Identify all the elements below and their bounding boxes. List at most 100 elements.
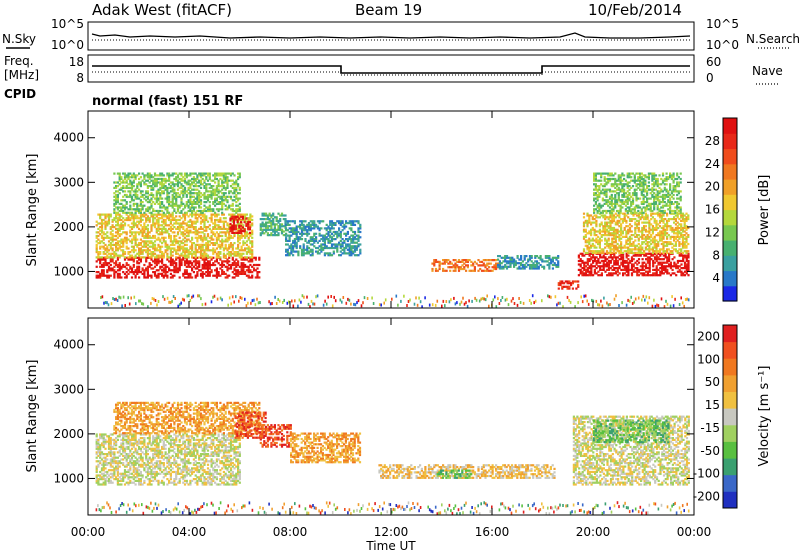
heatmap-cell <box>299 236 302 239</box>
heatmap-cell <box>582 235 586 238</box>
heatmap-cell <box>593 221 596 224</box>
heatmap-cell <box>104 258 107 261</box>
heatmap-cell <box>313 241 316 244</box>
heatmap-cell <box>159 247 162 250</box>
heatmap-cell <box>145 190 148 193</box>
heatmap-cell <box>605 230 609 233</box>
heatmap-cell <box>97 238 100 241</box>
heatmap-cell <box>161 192 164 195</box>
heatmap-cell <box>502 267 505 270</box>
heatmap-cell <box>618 267 621 270</box>
heatmap-cell <box>127 176 130 179</box>
heatmap-cell <box>655 270 658 273</box>
heatmap-cell <box>134 256 137 259</box>
heatmap-cell <box>152 218 155 222</box>
heatmap-cell <box>178 195 181 198</box>
heatmap-cell <box>480 269 484 272</box>
heatmap-cell <box>214 242 217 245</box>
heatmap-cell <box>185 254 188 257</box>
heatmap-cell <box>646 216 649 219</box>
heatmap-cell <box>231 245 234 248</box>
heatmap-cell <box>109 236 112 239</box>
heatmap-cell <box>222 240 225 243</box>
heatmap-cell <box>201 274 204 277</box>
heatmap-cell <box>625 268 628 271</box>
heatmap-cell <box>685 218 688 221</box>
heatmap-cell <box>203 238 206 241</box>
heatmap-cell <box>212 201 215 204</box>
heatmap-cell <box>215 215 218 218</box>
heatmap-cell <box>159 201 162 204</box>
heatmap-cell <box>671 212 674 215</box>
heatmap-cell <box>187 249 190 252</box>
heatmap-cell <box>598 188 601 191</box>
heatmap-cell <box>681 226 685 230</box>
heatmap-cell <box>658 230 662 233</box>
heatmap-cell <box>162 269 165 272</box>
heatmap-cell <box>320 234 323 237</box>
heatmap-cell <box>635 244 639 247</box>
heatmap-cell <box>139 217 142 220</box>
heatmap-cell <box>196 260 199 263</box>
heatmap-cell <box>332 223 335 226</box>
heatmap-cell <box>206 190 210 193</box>
heatmap-cell <box>214 263 217 267</box>
heatmap-cell <box>153 260 157 263</box>
heatmap-cell <box>228 172 231 175</box>
heatmap-cell <box>595 219 598 222</box>
heatmap-cell <box>290 250 293 253</box>
heatmap-cell <box>173 262 176 265</box>
heatmap-cell <box>273 225 276 228</box>
heatmap-cell <box>593 211 596 214</box>
heatmap-cell <box>191 238 194 241</box>
heatmap-cell <box>134 193 137 197</box>
heatmap-cell <box>618 235 621 238</box>
heatmap-cell <box>658 214 662 217</box>
heatmap-cell <box>249 213 252 216</box>
heatmap-cell <box>222 177 225 181</box>
heatmap-cell <box>564 280 567 283</box>
heatmap-cell <box>176 179 180 182</box>
heatmap-cell <box>196 174 199 177</box>
heatmap-cell <box>145 240 148 243</box>
heatmap-cell <box>146 208 149 211</box>
heatmap-cell <box>454 264 457 267</box>
heatmap-cell <box>146 236 149 239</box>
heatmap-cell <box>660 272 664 275</box>
heatmap-cell <box>153 243 157 246</box>
heatmap-cell <box>607 230 610 233</box>
heatmap-cell <box>143 243 146 246</box>
heatmap-cell <box>132 185 135 188</box>
heatmap-cell <box>245 269 248 272</box>
heatmap-cell <box>586 259 589 263</box>
heatmap-cell <box>113 243 116 246</box>
heatmap-cell <box>134 233 137 236</box>
heatmap-cell <box>123 236 127 239</box>
heatmap-cell <box>500 256 503 259</box>
heatmap-cell <box>242 272 245 275</box>
heatmap-cell <box>143 263 146 267</box>
heatmap-cell <box>183 256 187 259</box>
heatmap-cell <box>168 215 171 218</box>
heatmap-cell <box>581 254 584 257</box>
heatmap-cell <box>674 232 677 235</box>
heatmap-cell <box>245 231 248 234</box>
heatmap-cell <box>240 213 243 216</box>
heatmap-cell <box>182 190 185 193</box>
heatmap-cell <box>486 269 489 272</box>
heatmap-cell <box>256 263 259 267</box>
heatmap-cell <box>352 252 355 255</box>
heatmap-cell <box>205 242 208 245</box>
heatmap-cell <box>203 252 206 255</box>
heatmap-cell <box>541 260 544 263</box>
heatmap-cell <box>134 238 137 241</box>
heatmap-cell <box>97 276 100 279</box>
heatmap-cell <box>215 177 218 181</box>
heatmap-cell <box>189 190 192 193</box>
heatmap-cell <box>557 260 560 263</box>
heatmap-cell <box>222 217 225 220</box>
heatmap-cell <box>194 263 197 267</box>
heatmap-cell <box>176 267 180 270</box>
heatmap-cell <box>139 201 142 204</box>
heatmap-cell <box>222 195 225 198</box>
